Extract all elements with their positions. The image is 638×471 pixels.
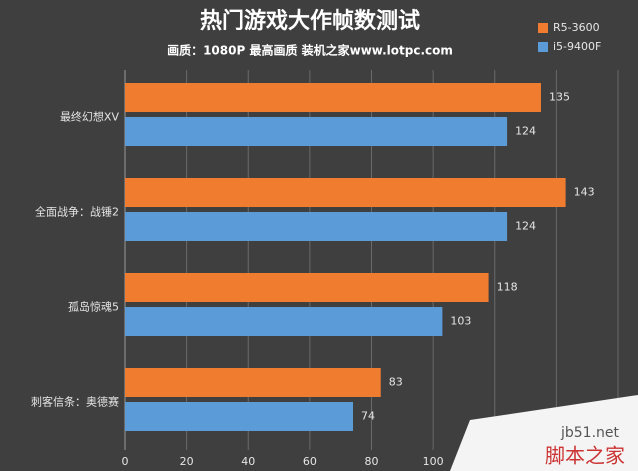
data-label: 124 — [515, 125, 536, 138]
y-tick-label: 最终幻想XV — [60, 110, 120, 124]
x-tick-label: 60 — [303, 455, 317, 468]
bar — [125, 402, 354, 431]
bar — [125, 178, 566, 207]
bar — [125, 212, 508, 241]
bar — [125, 307, 443, 336]
legend-label: R5-3600 — [553, 21, 600, 34]
watermark: jb51.net 脚本之家 — [450, 395, 638, 471]
data-label: 135 — [549, 91, 570, 104]
x-tick-label: 80 — [365, 455, 379, 468]
data-label: 118 — [497, 281, 518, 294]
data-label: 124 — [515, 220, 536, 233]
data-label: 103 — [450, 315, 471, 328]
watermark-site: jb51.net — [560, 425, 620, 441]
legend-swatch — [538, 23, 548, 33]
bar — [125, 83, 541, 112]
bar — [125, 273, 489, 302]
y-tick-label: 全面战争：战锤2 — [35, 205, 119, 219]
watermark-bg — [450, 395, 638, 471]
data-label: 83 — [389, 376, 403, 389]
data-label: 143 — [574, 186, 595, 199]
x-tick-label: 0 — [122, 455, 129, 468]
data-label: 74 — [361, 410, 375, 423]
x-tick-label: 100 — [423, 455, 444, 468]
chart-title: 热门游戏大作帧数测试 — [200, 8, 420, 34]
chart-subtitle: 画质：1080P 最高画质 装机之家www.lotpc.com — [167, 43, 453, 58]
legend-label: i5-9400F — [553, 40, 601, 53]
y-tick-label: 刺客信条：奥德赛 — [31, 395, 119, 409]
bar — [125, 368, 381, 397]
bar — [125, 117, 508, 146]
x-tick-label: 40 — [241, 455, 255, 468]
y-tick-label: 孤岛惊魂5 — [68, 300, 119, 314]
legend-swatch — [538, 42, 548, 52]
watermark-name: 脚本之家 — [545, 444, 625, 468]
x-tick-label: 20 — [180, 455, 194, 468]
